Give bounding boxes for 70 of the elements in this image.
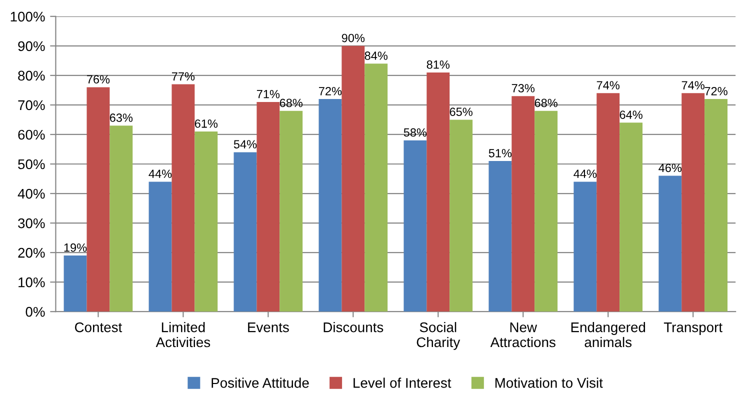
data-label: 74%	[596, 81, 620, 90]
x-tick-label: New Attractions	[490, 322, 556, 348]
bar	[234, 152, 257, 312]
y-tick-label: 40%	[18, 188, 45, 199]
bar	[450, 120, 473, 312]
x-tick-label: Limited Activities	[156, 322, 210, 348]
y-tick-label: 100%	[10, 12, 45, 22]
x-tick-label: Social Charity	[416, 322, 460, 350]
data-label: 44%	[574, 170, 597, 178]
data-label: 65%	[450, 108, 472, 116]
bar	[342, 46, 365, 312]
y-tick-label: 30%	[18, 218, 45, 228]
bar	[512, 96, 535, 312]
data-label: 44%	[148, 170, 172, 178]
data-label: 51%	[488, 149, 512, 158]
bar	[364, 64, 388, 312]
data-label: 81%	[426, 60, 450, 69]
bar	[620, 122, 643, 312]
bar	[682, 93, 705, 312]
legend-label: Motivation to Visit	[495, 378, 603, 388]
bar	[534, 110, 558, 312]
bar	[318, 99, 342, 312]
bar	[404, 140, 427, 312]
y-tick-label: 90%	[18, 41, 45, 52]
y-tick-label: 20%	[18, 248, 45, 258]
bar	[426, 72, 450, 312]
data-label: 58%	[404, 128, 427, 137]
x-tick-label: Transport	[664, 322, 722, 335]
y-tick-label: 10%	[18, 277, 45, 288]
legend-label: Positive Attitude	[212, 378, 309, 388]
bar	[256, 102, 280, 312]
y-tick-label: 60%	[18, 130, 45, 140]
data-label: 74%	[682, 81, 704, 90]
data-label: 64%	[620, 110, 642, 119]
x-tick-label: Discounts	[324, 322, 384, 332]
data-label: 61%	[194, 119, 218, 128]
x-tick-label: Endangered animals	[571, 322, 646, 348]
data-label: 46%	[658, 164, 682, 172]
bar	[172, 84, 195, 312]
data-label: 76%	[87, 75, 110, 84]
bar	[704, 99, 728, 312]
data-label: 68%	[280, 98, 303, 108]
data-label: 77%	[172, 72, 195, 81]
data-label: 71%	[256, 90, 280, 98]
data-label: 68%	[534, 98, 558, 108]
legend-label: Level of Interest	[354, 378, 452, 388]
bar	[280, 110, 303, 312]
data-label: 73%	[512, 84, 535, 92]
data-label: 72%	[704, 86, 728, 96]
y-tick-label: 70%	[18, 100, 45, 110]
bar	[574, 182, 597, 312]
bar	[488, 161, 512, 312]
y-tick-label: 50%	[18, 159, 45, 170]
bar	[64, 256, 87, 312]
x-tick-label: Events	[248, 322, 289, 332]
bar	[658, 176, 682, 312]
data-label: 54%	[234, 140, 257, 148]
data-label: 84%	[364, 52, 388, 60]
y-tick-label: 0%	[26, 306, 45, 317]
data-label: 72%	[319, 86, 342, 96]
bar	[148, 182, 172, 312]
bar	[86, 87, 110, 312]
y-tick-label: 80%	[18, 70, 45, 81]
data-label: 90%	[342, 34, 365, 42]
bar	[194, 132, 218, 312]
bar	[110, 126, 133, 312]
data-label: 63%	[110, 114, 133, 122]
x-tick-label: Contest	[74, 322, 122, 332]
data-label: 19%	[64, 243, 87, 252]
bar	[596, 93, 620, 312]
